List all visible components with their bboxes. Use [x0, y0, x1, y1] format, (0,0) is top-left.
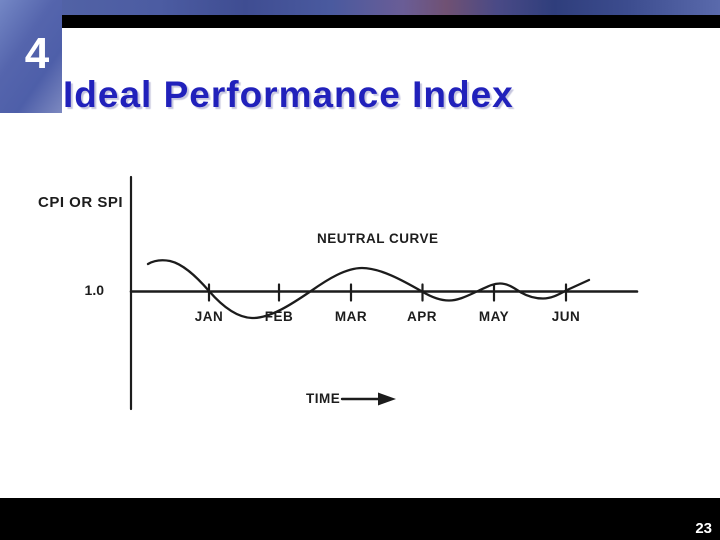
slide-number: 4 [24, 28, 50, 78]
neutral-curve-annotation: NEUTRAL CURVE [317, 231, 439, 246]
x-tick-label-may: MAY [478, 309, 510, 324]
neutral-curve-line [146, 259, 591, 320]
slide-number-box: 4 [0, 0, 62, 113]
top-divider-bar [62, 15, 720, 28]
x-axis-label: TIME [306, 391, 341, 406]
decorative-photo-strip [0, 0, 720, 15]
x-tick-label-jun: JUN [551, 309, 581, 324]
x-tick-label-jan: JAN [194, 309, 224, 324]
y-axis-label: CPI OR SPI [38, 194, 124, 211]
time-arrow-head-icon [378, 392, 396, 406]
x-tick-label-feb: FEB [264, 309, 294, 324]
slide-title: Ideal Performance Index [63, 73, 514, 115]
bottom-footer-bar: 23 [0, 498, 720, 540]
x-tick-label-mar: MAR [334, 309, 368, 324]
x-tick-label-apr: APR [406, 309, 437, 324]
page-number: 23 [695, 520, 712, 537]
reference-value-label: 1.0 [84, 282, 104, 298]
